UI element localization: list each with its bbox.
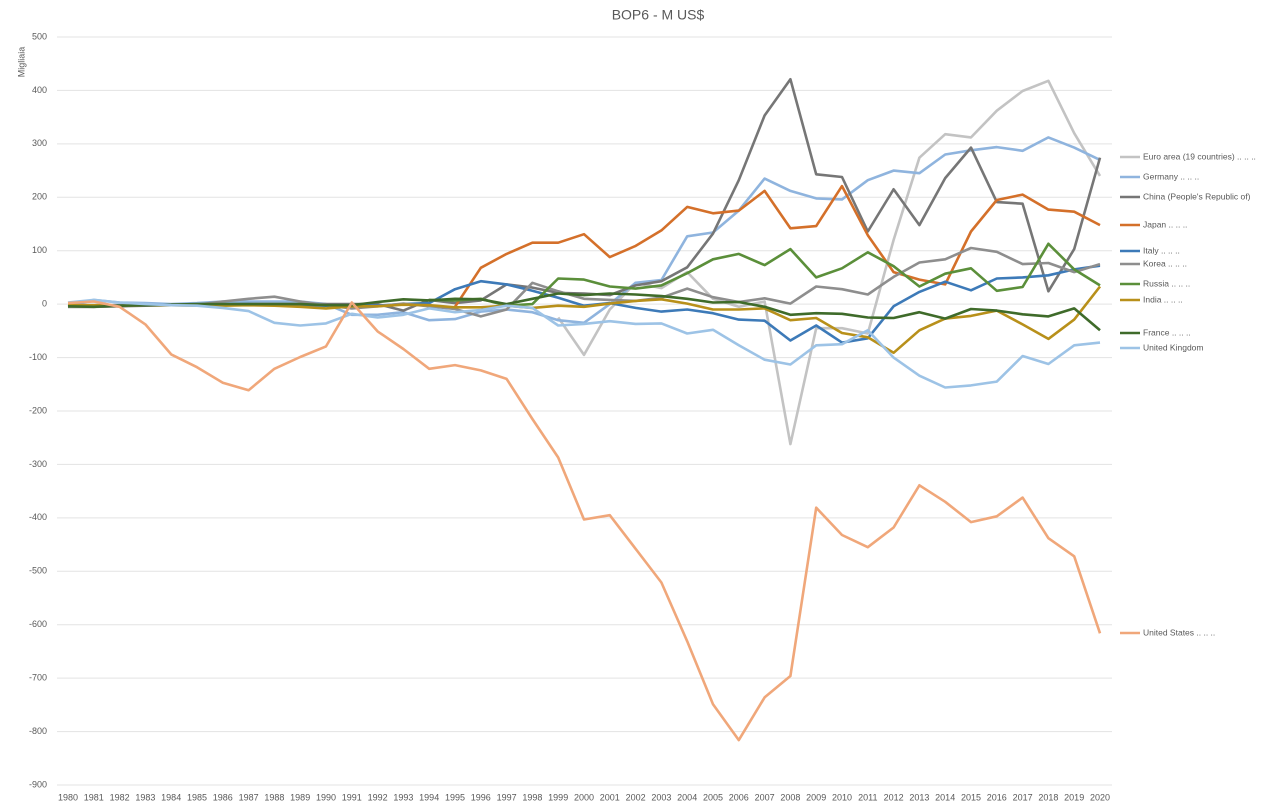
y-tick-label: -400 <box>29 512 47 522</box>
series-line <box>67 292 1101 332</box>
legend-text: Italy .. .. .. <box>1143 245 1180 255</box>
x-tick-label: 1995 <box>445 792 465 802</box>
legend-text: Russia .. .. .. <box>1143 278 1190 288</box>
y-axis-label: Migliaia <box>16 47 26 78</box>
x-tick-label: 2004 <box>677 792 697 802</box>
x-tick-label: 2000 <box>574 792 594 802</box>
y-tick-label: 100 <box>32 245 47 255</box>
x-tick-label: 2011 <box>858 792 877 802</box>
x-tick-label: 1993 <box>393 792 413 802</box>
x-tick-label: 1982 <box>110 792 130 802</box>
y-tick-label: 500 <box>32 31 47 41</box>
x-tick-label: 2005 <box>703 792 723 802</box>
y-tick-label: -300 <box>29 459 47 469</box>
x-tick-label: 1981 <box>84 792 104 802</box>
x-tick-label: 2018 <box>1038 792 1058 802</box>
series-line <box>68 246 1101 318</box>
x-tick-label: 1985 <box>187 792 207 802</box>
x-tick-label: 1986 <box>213 792 233 802</box>
x-tick-label: 1994 <box>419 792 439 802</box>
y-tick-label: 300 <box>32 138 47 148</box>
x-tick-label: 2017 <box>1013 792 1033 802</box>
x-tick-label: 1987 <box>239 792 259 802</box>
legend-text: China (People's Republic of) <box>1143 191 1251 201</box>
x-tick-label: 2003 <box>651 792 671 802</box>
series-line <box>68 77 1102 312</box>
y-tick-label: -600 <box>29 619 47 629</box>
legend-text: Germany .. .. .. <box>1143 171 1199 181</box>
series-line <box>67 298 1101 389</box>
y-tick-label: 400 <box>32 85 47 95</box>
x-tick-label: 1991 <box>342 792 362 802</box>
x-tick-label: 2014 <box>935 792 955 802</box>
legend-text: Euro area (19 countries) .. .. .. <box>1143 151 1256 161</box>
chart-title: BOP6 - M US$ <box>612 7 705 23</box>
x-tick-label: 1996 <box>471 792 491 802</box>
x-tick-label: 2010 <box>832 792 852 802</box>
x-tick-label: 2009 <box>806 792 826 802</box>
legend-text: United Kingdom <box>1143 342 1203 352</box>
x-tick-label: 1997 <box>497 792 517 802</box>
x-tick-label: 1992 <box>368 792 388 802</box>
y-tick-label: 0 <box>42 299 47 309</box>
series-line <box>557 79 1102 446</box>
x-tick-label: 2001 <box>600 792 620 802</box>
y-tick-label: -200 <box>29 405 47 415</box>
x-tick-label: 2019 <box>1064 792 1084 802</box>
legend-text: France .. .. .. <box>1143 327 1191 337</box>
series-line <box>429 242 1101 307</box>
legend-text: India .. .. .. <box>1143 294 1183 304</box>
x-tick-label: 2007 <box>755 792 775 802</box>
y-tick-label: -800 <box>29 726 47 736</box>
y-tick-label: -500 <box>29 566 47 576</box>
x-tick-label: 1989 <box>290 792 310 802</box>
x-tick-label: 2016 <box>987 792 1007 802</box>
y-tick-label: -700 <box>29 673 47 683</box>
x-tick-label: 2015 <box>961 792 981 802</box>
y-tick-label: -900 <box>29 779 47 789</box>
x-tick-label: 1988 <box>264 792 284 802</box>
x-tick-label: 2013 <box>909 792 929 802</box>
x-tick-label: 1983 <box>135 792 155 802</box>
legend-text: Japan .. .. .. <box>1143 219 1187 229</box>
series-line <box>67 300 1102 742</box>
legend-text: United States .. .. .. <box>1143 627 1215 637</box>
x-tick-label: 2012 <box>884 792 904 802</box>
x-tick-label: 1980 <box>58 792 78 802</box>
x-tick-label: 2008 <box>780 792 800 802</box>
x-tick-label: 1998 <box>522 792 542 802</box>
x-tick-label: 2020 <box>1090 792 1110 802</box>
x-tick-label: 2006 <box>729 792 749 802</box>
x-tick-label: 1990 <box>316 792 336 802</box>
x-tick-label: 1984 <box>161 792 181 802</box>
x-tick-label: 1999 <box>548 792 568 802</box>
y-tick-label: -100 <box>29 352 47 362</box>
x-tick-label: 2002 <box>626 792 646 802</box>
y-tick-label: 200 <box>32 192 47 202</box>
series-line <box>453 184 1101 308</box>
legend-text: Korea .. .. .. <box>1143 258 1187 268</box>
